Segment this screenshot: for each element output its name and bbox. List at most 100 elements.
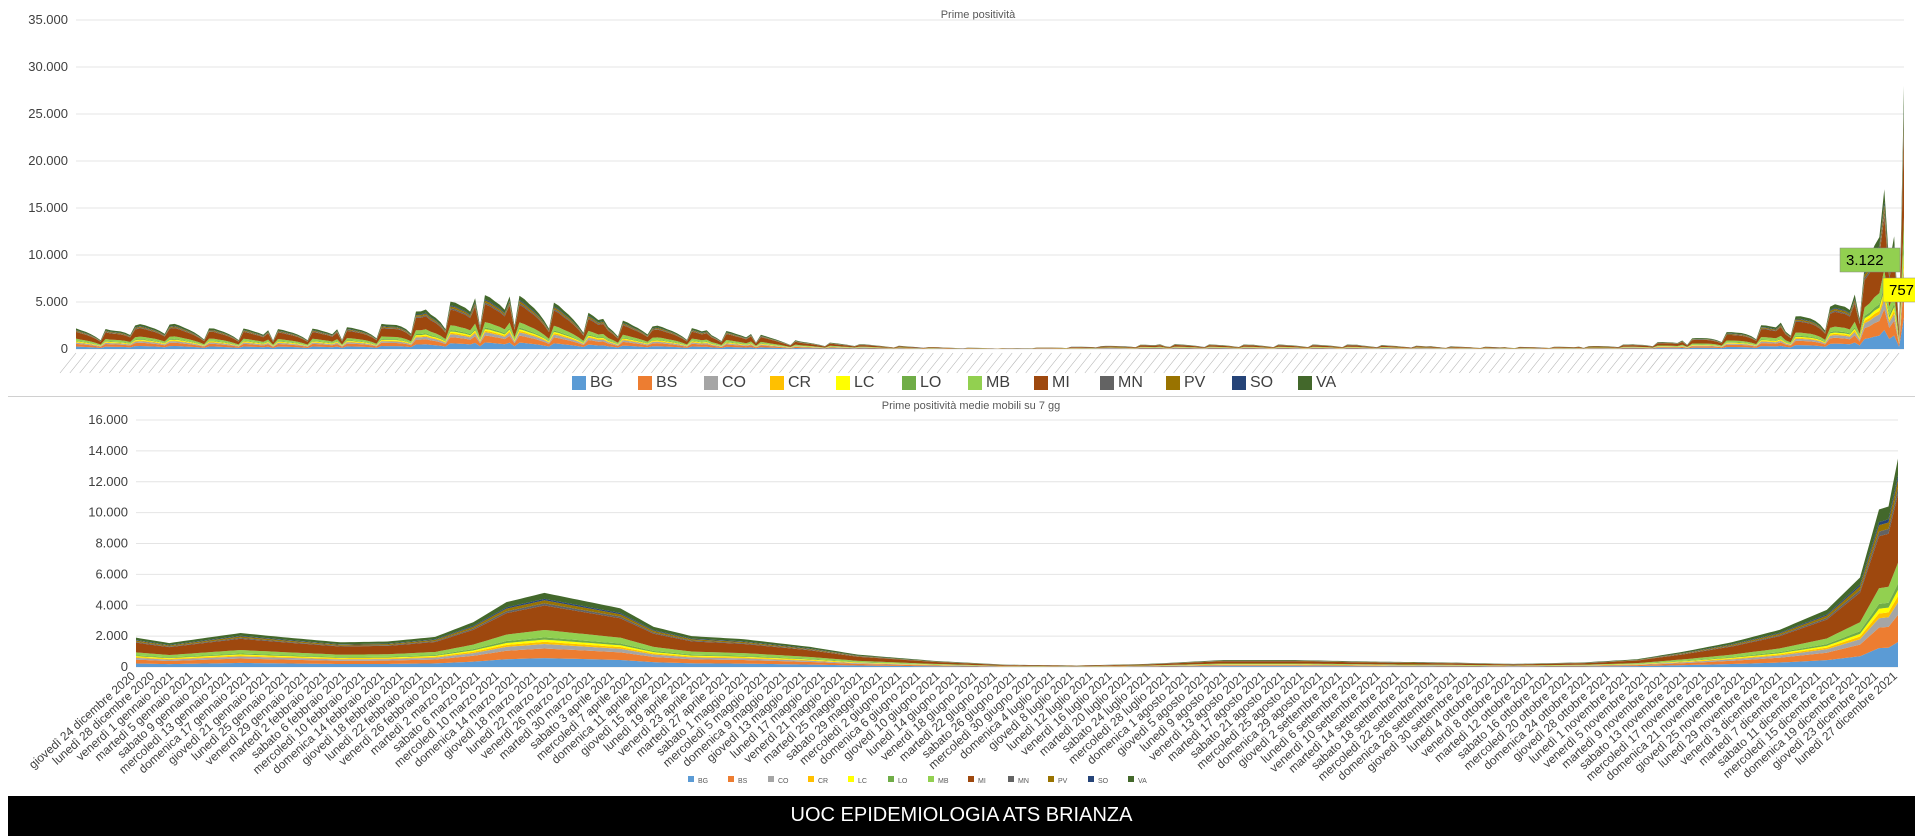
x-tick-mark — [227, 352, 244, 374]
series-area-mi — [76, 130, 1904, 349]
legend-swatch-mi — [968, 776, 974, 782]
x-tick-mark — [1882, 352, 1900, 374]
x-tick-mark — [1705, 352, 1722, 374]
legend-label-mn: MN — [1118, 374, 1143, 391]
x-tick-mark — [444, 352, 461, 374]
legend-label-lo: LO — [898, 778, 908, 785]
x-tick-mark — [621, 352, 638, 374]
x-tick-mark — [887, 352, 905, 374]
x-tick-mark — [788, 352, 806, 374]
legend-swatch-lc — [848, 776, 854, 782]
x-tick-mark — [1449, 352, 1466, 374]
legend-swatch-lo — [902, 376, 916, 390]
legend-label-mb: MB — [986, 374, 1010, 391]
legend-swatch-lc — [836, 376, 850, 390]
x-tick-mark — [513, 352, 530, 374]
x-tick-mark — [424, 352, 441, 374]
legend-swatch-so — [1232, 376, 1246, 390]
legend-label-bg: BG — [698, 778, 708, 785]
x-tick-mark — [1311, 352, 1328, 374]
x-tick-mark — [946, 352, 964, 374]
x-tick-mark — [414, 352, 431, 374]
legend-swatch-bs — [638, 376, 652, 390]
x-tick-mark — [247, 352, 264, 374]
y-tick-label: 25.000 — [28, 106, 68, 121]
x-tick-mark — [976, 352, 993, 374]
legend-swatch-so — [1088, 776, 1094, 782]
x-tick-mark — [187, 352, 205, 374]
legend-label-mb: MB — [938, 778, 949, 785]
legend-swatch-mn — [1100, 376, 1114, 390]
chart-title: Prime positività medie mobili su 7 gg — [882, 400, 1061, 412]
legend-swatch-mi — [1034, 376, 1048, 390]
y-tick-label: 2.000 — [95, 628, 128, 643]
legend-label-va: VA — [1316, 374, 1336, 391]
legend-swatch-lo — [888, 776, 894, 782]
legend-swatch-pv — [1166, 376, 1180, 390]
x-tick-mark — [1281, 352, 1299, 374]
x-tick-mark — [1518, 352, 1535, 374]
x-tick-mark — [266, 352, 284, 374]
x-tick-mark — [306, 352, 323, 374]
x-tick-mark — [1173, 352, 1190, 374]
y-tick-label: 0 — [61, 341, 68, 356]
y-tick-label: 14.000 — [88, 443, 128, 458]
x-tick-mark — [651, 352, 668, 374]
x-tick-mark — [1744, 352, 1762, 374]
x-tick-mark — [926, 352, 944, 374]
stacked-areas — [76, 85, 1904, 349]
grid — [76, 19, 1904, 350]
x-tick-mark — [956, 352, 973, 374]
stacked-areas — [136, 458, 1898, 667]
x-tick-mark — [1399, 352, 1417, 374]
x-tick-mark — [168, 352, 185, 374]
x-tick-mark — [838, 352, 855, 374]
x-tick-mark — [828, 352, 845, 374]
x-tick-mark — [779, 352, 796, 374]
x-tick-mark — [798, 352, 816, 374]
x-tick-mark — [1409, 352, 1427, 374]
x-tick-mark — [1291, 352, 1309, 374]
x-tick-mark — [1084, 352, 1102, 374]
x-tick-mark — [1104, 352, 1121, 374]
x-tick-mark — [1725, 352, 1742, 374]
legend-swatch-bg — [572, 376, 586, 390]
series-area-va — [136, 458, 1898, 666]
y-tick-label: 35.000 — [28, 12, 68, 27]
x-tick-mark — [1774, 352, 1791, 374]
x-tick-mark — [1143, 352, 1161, 374]
x-tick-mark — [1301, 352, 1318, 374]
x-tick-mark — [463, 352, 481, 374]
x-tick-mark — [1675, 352, 1693, 374]
x-tick-mark — [1439, 352, 1456, 374]
legend-swatch-co — [768, 776, 774, 782]
x-tick-mark — [286, 352, 303, 374]
x-tick-mark — [335, 352, 353, 374]
x-tick-mark — [818, 352, 836, 374]
x-tick-mark — [907, 352, 924, 374]
x-tick-mark — [1262, 352, 1279, 374]
legend-swatch-cr — [770, 376, 784, 390]
x-tick-mark — [1163, 352, 1180, 374]
x-tick-mark — [79, 352, 96, 374]
x-tick-mark — [582, 352, 599, 374]
x-tick-mark — [591, 352, 609, 374]
x-tick-mark — [1380, 352, 1397, 374]
x-tick-mark — [1528, 352, 1545, 374]
x-tick-mark — [217, 352, 234, 374]
x-tick-mark — [493, 352, 510, 374]
x-tick-mark — [1419, 352, 1437, 374]
y-tick-label: 4.000 — [95, 597, 128, 612]
footer-text: UOC EPIDEMIOLOGIA ATS BRIANZA — [790, 804, 1133, 826]
x-tick-mark — [325, 352, 343, 374]
x-tick-mark — [1350, 352, 1368, 374]
x-tick-mark — [1636, 352, 1653, 374]
x-axis — [59, 352, 1900, 374]
y-tick-label: 10.000 — [28, 247, 68, 262]
legend-swatch-mn — [1008, 776, 1014, 782]
legend-label-so: SO — [1250, 374, 1273, 391]
x-tick-mark — [749, 352, 767, 374]
x-tick-mark — [729, 352, 747, 374]
x-tick-mark — [1853, 352, 1870, 374]
x-tick-mark — [670, 352, 688, 374]
